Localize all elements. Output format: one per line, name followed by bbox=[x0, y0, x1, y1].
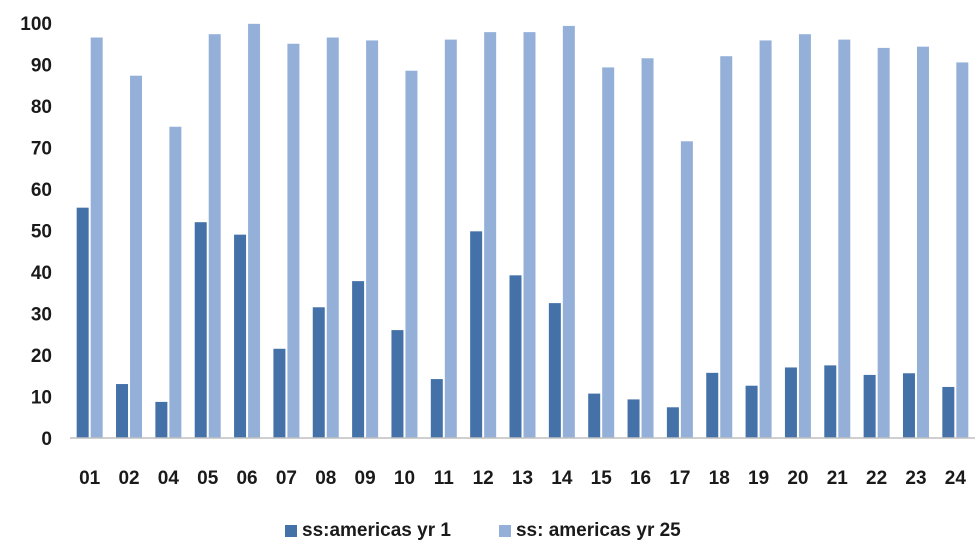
x-tick-label: 18 bbox=[709, 468, 730, 489]
bar-series-1-21 bbox=[824, 365, 837, 438]
x-tick-label: 08 bbox=[315, 468, 336, 489]
x-tick-label: 04 bbox=[158, 468, 180, 489]
y-tick-label: 10 bbox=[31, 388, 52, 409]
bar-series-2-20 bbox=[798, 34, 811, 439]
bar-series-1-20 bbox=[784, 367, 797, 438]
x-tick-label: 19 bbox=[748, 468, 769, 489]
bar-series-2-06 bbox=[248, 23, 261, 439]
legend-swatch-series-1 bbox=[285, 525, 297, 537]
bar-series-1-22 bbox=[863, 374, 876, 438]
bar-series-2-17 bbox=[680, 141, 693, 438]
legend-item-series-1: ss:americas yr 1 bbox=[285, 520, 451, 542]
x-axis-labels: 01 02 04 05 06 07 08 09 10 11 12 13 14 15 16 17 18 19 20 21… bbox=[79, 468, 966, 489]
bar-series-1-18 bbox=[706, 372, 719, 438]
y-tick-label: 60 bbox=[31, 180, 52, 201]
bar-series-1-04 bbox=[155, 401, 168, 438]
bar-series-1-14 bbox=[548, 303, 561, 438]
bar-series-2-01 bbox=[90, 37, 103, 439]
y-tick-label: 40 bbox=[31, 263, 52, 284]
y-tick-label: 0 bbox=[41, 429, 52, 450]
bar-series-1-10 bbox=[391, 330, 404, 438]
legend-swatch-series-2 bbox=[498, 525, 511, 537]
x-tick-label: 07 bbox=[276, 468, 297, 489]
y-tick-label: 90 bbox=[31, 56, 52, 77]
y-tick-label: 30 bbox=[31, 305, 52, 326]
bar-series-2-21 bbox=[838, 39, 851, 438]
bar-series-1-17 bbox=[666, 407, 679, 438]
bar-series-1-11 bbox=[430, 379, 443, 438]
bar-series-2-02 bbox=[130, 75, 143, 438]
x-tick-label: 23 bbox=[905, 468, 926, 489]
bar-series-2-15 bbox=[602, 67, 615, 438]
bar-series-1-09 bbox=[352, 281, 365, 438]
bar-series-1-06 bbox=[234, 234, 247, 438]
bar-series-2-07 bbox=[287, 43, 300, 438]
bar-series-2-04 bbox=[169, 126, 182, 438]
x-tick-label: 09 bbox=[355, 468, 376, 489]
legend-label-series-1: ss:americas yr 1 bbox=[302, 520, 451, 541]
x-tick-label: 21 bbox=[827, 468, 849, 489]
x-tick-label: 01 bbox=[79, 468, 101, 489]
x-tick-label: 13 bbox=[512, 468, 533, 489]
bar-series-2-13 bbox=[523, 32, 536, 438]
x-tick-label: 15 bbox=[591, 468, 613, 489]
bar-series-2-14 bbox=[562, 25, 575, 439]
bar-series-2-18 bbox=[720, 56, 733, 438]
y-tick-label: 70 bbox=[31, 139, 52, 160]
x-tick-label: 11 bbox=[434, 468, 455, 489]
x-tick-label: 02 bbox=[118, 468, 139, 489]
legend-label-series-2: ss: americas yr 25 bbox=[515, 520, 681, 541]
bar-series-1-15 bbox=[588, 393, 601, 438]
bar-series-1-13 bbox=[509, 275, 522, 438]
x-tick-label: 20 bbox=[787, 468, 808, 489]
y-tick-label: 80 bbox=[31, 97, 52, 118]
bar-series-2-22 bbox=[877, 47, 890, 439]
x-tick-label: 16 bbox=[630, 468, 651, 489]
x-tick-label: 12 bbox=[473, 468, 494, 489]
legend: ss:americas yr 1 ss: americas yr 25 bbox=[285, 520, 729, 542]
x-tick-label: 06 bbox=[236, 468, 257, 489]
bar-series-1-01 bbox=[76, 207, 89, 438]
bar-series-1-23 bbox=[902, 373, 915, 438]
bar-series-2-09 bbox=[366, 40, 379, 439]
x-tick-label: 10 bbox=[394, 468, 415, 489]
bar-series-2-10 bbox=[405, 70, 418, 438]
bar-series-1-02 bbox=[116, 384, 129, 438]
y-tick-label: 20 bbox=[31, 346, 52, 367]
bar-series-2-12 bbox=[484, 32, 497, 438]
bar-series-2-24 bbox=[956, 62, 969, 439]
bar-series-2-08 bbox=[326, 37, 339, 439]
bar-series-2-19 bbox=[759, 40, 772, 439]
x-tick-label: 05 bbox=[197, 468, 219, 489]
bar-series-1-16 bbox=[627, 399, 640, 438]
bar-series-1-19 bbox=[745, 385, 758, 438]
bar-series-1-07 bbox=[273, 348, 286, 438]
x-tick-label: 22 bbox=[866, 468, 887, 489]
bar-series-1-08 bbox=[312, 307, 325, 438]
bar-series-1-05 bbox=[194, 222, 207, 438]
bars bbox=[76, 23, 969, 439]
bar-series-2-05 bbox=[208, 34, 221, 439]
legend-item-series-2: ss: americas yr 25 bbox=[498, 520, 681, 542]
bar-series-2-23 bbox=[916, 46, 929, 438]
bar-series-2-11 bbox=[444, 39, 457, 438]
y-axis-labels: 0 10 20 30 40 50 60 70 80 90 100 bbox=[20, 14, 52, 450]
bar-series-1-12 bbox=[470, 231, 483, 438]
x-tick-label: 14 bbox=[551, 468, 573, 489]
y-tick-label: 50 bbox=[31, 222, 52, 243]
bar-series-2-16 bbox=[641, 58, 654, 439]
bar-series-1-24 bbox=[942, 386, 955, 438]
x-tick-label: 24 bbox=[945, 468, 967, 489]
y-tick-label: 100 bbox=[20, 14, 52, 35]
x-tick-label: 17 bbox=[669, 468, 690, 489]
